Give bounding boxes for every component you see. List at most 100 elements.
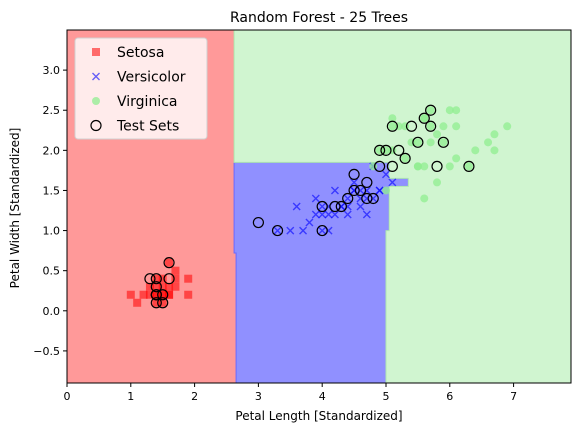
- test-sets-point: [463, 160, 475, 172]
- virginica-point: [433, 130, 442, 139]
- virginica-point: [420, 162, 429, 171]
- test-sets-point: [271, 224, 284, 237]
- legend-marker-virginica: [92, 97, 100, 105]
- legend-label-virginica: Virginica: [117, 94, 177, 110]
- versicolor-point: [305, 218, 314, 227]
- legend-marker-versicolor: [92, 72, 100, 81]
- versicolor-point: [311, 210, 320, 219]
- versicolor-point: [343, 194, 352, 203]
- virginica-point: [426, 138, 435, 147]
- x-tick-label: 1: [127, 390, 134, 403]
- legend-label-setosa: Setosa: [117, 45, 164, 61]
- test-sets-point: [252, 216, 264, 229]
- versicolor-point: [292, 202, 301, 211]
- setosa-point: [152, 274, 161, 283]
- decision-region-versicolor: [233, 161, 409, 383]
- test-sets-point: [399, 152, 411, 164]
- test-sets-point: [380, 144, 392, 156]
- setosa-point: [133, 298, 142, 307]
- test-sets-point: [374, 144, 386, 156]
- versicolor-point: [343, 210, 352, 219]
- test-sets-point: [150, 273, 162, 285]
- setosa-point: [152, 298, 161, 307]
- versicolor-point: [318, 226, 327, 235]
- test-sets-point: [405, 120, 418, 132]
- setosa-point: [158, 274, 167, 283]
- virginica-point: [388, 122, 397, 131]
- test-sets-point: [386, 160, 398, 172]
- test-sets-point: [316, 224, 328, 237]
- virginica-point: [452, 122, 461, 131]
- test-sets-point: [157, 289, 169, 301]
- versicolor-point: [362, 210, 371, 219]
- setosa-point: [184, 274, 193, 283]
- test-sets-point: [437, 136, 450, 148]
- setosa-point: [139, 290, 148, 299]
- y-tick-label: 0.0: [43, 305, 61, 318]
- virginica-point: [464, 162, 473, 171]
- test-sets-point: [412, 136, 424, 148]
- y-tick-label: 2.0: [43, 144, 61, 157]
- x-tick-label: 7: [510, 390, 517, 403]
- versicolor-point: [381, 170, 390, 179]
- versicolor-point: [318, 210, 327, 219]
- virginica-point: [420, 194, 429, 203]
- plot-frame: [66, 29, 572, 384]
- virginica-point: [490, 146, 499, 155]
- virginica-point: [426, 122, 435, 131]
- test-sets-point: [335, 200, 347, 213]
- versicolor-point: [273, 226, 282, 235]
- test-sets-point: [431, 160, 443, 172]
- versicolor-point: [286, 226, 295, 235]
- legend-label-versicolor: Versicolor: [117, 70, 186, 86]
- setosa-point: [158, 290, 167, 299]
- versicolor-point: [318, 202, 327, 211]
- virginica-point: [439, 138, 448, 147]
- test-sets-point: [329, 200, 341, 213]
- versicolor-point: [324, 210, 333, 219]
- setosa-point: [184, 290, 193, 299]
- legend-label-test-sets: Test Sets: [116, 119, 179, 135]
- test-sets-point: [374, 160, 386, 172]
- y-axis-label: Petal Width [Standardized]: [8, 128, 22, 289]
- x-tick-label: 0: [64, 390, 71, 403]
- test-sets-point: [348, 168, 360, 181]
- setosa-point: [145, 290, 154, 299]
- versicolor-point: [330, 186, 339, 195]
- test-sets-point: [367, 192, 379, 205]
- test-sets-point: [316, 200, 328, 213]
- setosa-point: [171, 274, 180, 283]
- test-sets-point: [386, 120, 398, 132]
- virginica-point: [381, 186, 390, 195]
- virginica-point: [426, 106, 435, 115]
- versicolor-point: [299, 226, 308, 235]
- x-tick-label: 4: [319, 390, 326, 403]
- versicolor-point: [356, 202, 365, 211]
- virginica-point: [452, 106, 461, 115]
- setosa-point: [158, 282, 167, 291]
- setosa-point: [152, 282, 161, 291]
- x-axis: 0 1 2 3 4 5 6 7: [64, 383, 517, 403]
- test-sets-point: [361, 176, 373, 189]
- virginica-point: [452, 154, 461, 163]
- virginica-point: [471, 146, 480, 155]
- setosa-point: [165, 258, 174, 267]
- legend-box: [74, 37, 208, 140]
- versicolor-point: [330, 210, 339, 219]
- virginica-point: [503, 122, 512, 131]
- test-sets-point: [425, 104, 437, 116]
- virginica-point: [445, 106, 454, 115]
- setosa-point: [171, 266, 180, 275]
- virginica-point: [445, 162, 454, 171]
- x-tick-label: 3: [255, 390, 262, 403]
- y-tick-label: 3.0: [43, 64, 61, 77]
- test-sets-point: [150, 281, 162, 293]
- setosa-point: [145, 282, 154, 291]
- test-sets-point: [163, 257, 175, 269]
- test-sets-point: [157, 297, 169, 309]
- setosa-point: [165, 282, 174, 291]
- y-axis: −0.5 0.0 0.5 1.0 1.5 2.0 2.5 3.0: [33, 64, 67, 358]
- versicolor-point: [311, 194, 320, 203]
- x-axis-label: Petal Length [Standardized]: [235, 409, 402, 423]
